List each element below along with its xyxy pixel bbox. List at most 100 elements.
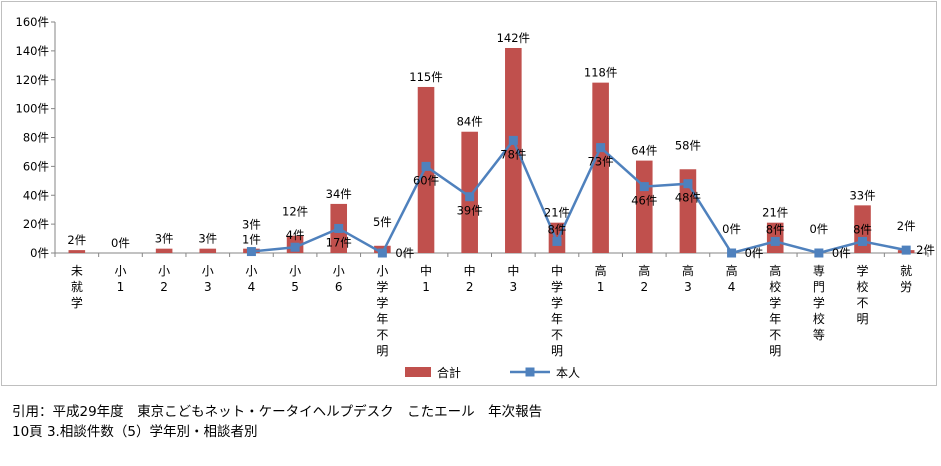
x-tick-label: 明 — [769, 344, 781, 358]
x-tick-label: 小 — [114, 264, 126, 278]
bar-data-label: 33件 — [849, 188, 875, 202]
x-tick-label: 労 — [900, 280, 912, 294]
x-tick-label: 2 — [160, 280, 168, 294]
line-data-label: 2件 — [916, 243, 935, 257]
x-tick-label: 就 — [71, 280, 83, 294]
point-marker — [901, 245, 911, 255]
line-data-label: 8件 — [548, 222, 567, 236]
x-tick-label: 1 — [597, 280, 605, 294]
x-tick-label: 小 — [333, 264, 345, 278]
legend-swatch-marker — [525, 367, 535, 377]
line-data-label: 78件 — [500, 147, 526, 161]
x-tick-label: 学 — [376, 295, 388, 310]
bar — [592, 82, 609, 253]
y-tick-label: 60件 — [23, 159, 49, 173]
x-tick-label: 高 — [726, 263, 738, 278]
y-tick-label: 120件 — [16, 73, 49, 87]
line-data-label: 48件 — [675, 191, 701, 205]
x-tick-label: 校 — [857, 279, 869, 294]
point-marker — [552, 236, 562, 246]
x-tick-label: 3 — [510, 280, 518, 294]
legend-label-line: 本人 — [556, 366, 580, 380]
x-tick-label: 明 — [857, 312, 869, 326]
line-data-label: 46件 — [631, 194, 657, 208]
bar-data-label: 118件 — [584, 66, 617, 80]
line-data-label: 60件 — [413, 173, 439, 187]
point-marker — [377, 248, 387, 258]
bar — [155, 248, 173, 253]
x-tick-label: 小 — [202, 264, 214, 278]
x-tick-label: 小 — [289, 264, 301, 278]
bar-data-label: 64件 — [631, 144, 657, 158]
x-tick-label: 不 — [857, 296, 869, 310]
bar-data-label: 34件 — [326, 187, 352, 201]
x-tick-label: 学 — [813, 295, 825, 310]
y-tick-label: 0件 — [30, 246, 49, 260]
point-marker — [683, 179, 693, 189]
legend-swatch-bar — [405, 367, 431, 377]
x-tick-label: 2 — [640, 280, 648, 294]
x-tick-label: 2 — [466, 280, 474, 294]
x-tick-label: 不 — [551, 328, 563, 342]
y-tick-label: 80件 — [23, 131, 49, 145]
line-data-label: 39件 — [457, 204, 483, 218]
point-marker — [814, 248, 824, 258]
point-marker — [508, 135, 518, 145]
x-tick-label: 中 — [464, 263, 476, 278]
bar-data-label: 12件 — [282, 205, 308, 219]
point-marker — [421, 161, 431, 171]
line-data-label: 0件 — [395, 246, 414, 260]
x-tick-label: 学 — [376, 279, 388, 294]
bar-data-label: 115件 — [409, 70, 442, 84]
point-marker — [465, 192, 475, 202]
x-tick-label: 高 — [682, 263, 694, 278]
x-tick-label: 校 — [769, 279, 781, 294]
bar-data-label: 142件 — [497, 31, 530, 45]
x-tick-label: 専 — [813, 264, 825, 278]
bar-data-label: 3件 — [155, 232, 174, 246]
x-tick-label: 4 — [248, 280, 256, 294]
x-tick-label: 1 — [117, 280, 125, 294]
point-marker — [596, 143, 606, 153]
point-marker — [858, 236, 868, 246]
x-tick-label: 等 — [813, 328, 825, 342]
x-tick-label: 3 — [204, 280, 212, 294]
bar-data-label: 2件 — [897, 219, 916, 233]
bar — [68, 250, 86, 253]
line-data-label: 0件 — [745, 246, 764, 260]
series-line — [251, 137, 907, 255]
caption-source: 引用：平成29年度 東京こどもネット・ケータイヘルプデスク こたエール 年次報告 — [12, 404, 543, 420]
x-tick-label: 6 — [335, 280, 343, 294]
line-data-label: 0件 — [832, 246, 851, 260]
y-tick-label: 20件 — [23, 217, 49, 231]
line-data-label: 73件 — [588, 155, 614, 169]
x-tick-label: 3 — [684, 280, 692, 294]
x-tick-label: 高 — [595, 263, 607, 278]
bar-data-label: 0件 — [809, 222, 828, 236]
bar-data-label: 2件 — [67, 233, 86, 247]
point-marker — [290, 242, 300, 252]
x-tick-label: 小 — [158, 264, 170, 278]
line-data-label: 1件 — [242, 233, 261, 247]
x-tick-label: 小 — [245, 264, 257, 278]
x-tick-label: 学 — [551, 295, 563, 310]
x-tick-label: 小 — [376, 264, 388, 278]
point-marker — [770, 236, 780, 246]
x-tick-label: 明 — [551, 344, 563, 358]
y-tick-label: 140件 — [16, 44, 49, 58]
x-tick-label: 4 — [728, 280, 736, 294]
x-tick-label: 不 — [376, 328, 388, 342]
x-tick-label: 中 — [507, 263, 519, 278]
line-data-label: 17件 — [326, 235, 352, 249]
x-tick-label: 学 — [71, 295, 83, 310]
bar-data-label: 21件 — [544, 206, 570, 220]
x-tick-label: 高 — [638, 263, 650, 278]
bar-data-label: 3件 — [198, 232, 217, 246]
bar-data-label: 0件 — [722, 222, 741, 236]
bar — [199, 248, 217, 253]
bar-data-label: 58件 — [675, 138, 701, 152]
point-marker — [639, 182, 649, 192]
x-tick-label: 5 — [291, 280, 299, 294]
x-tick-label: 年 — [376, 312, 388, 326]
x-tick-label: 中 — [551, 263, 563, 278]
